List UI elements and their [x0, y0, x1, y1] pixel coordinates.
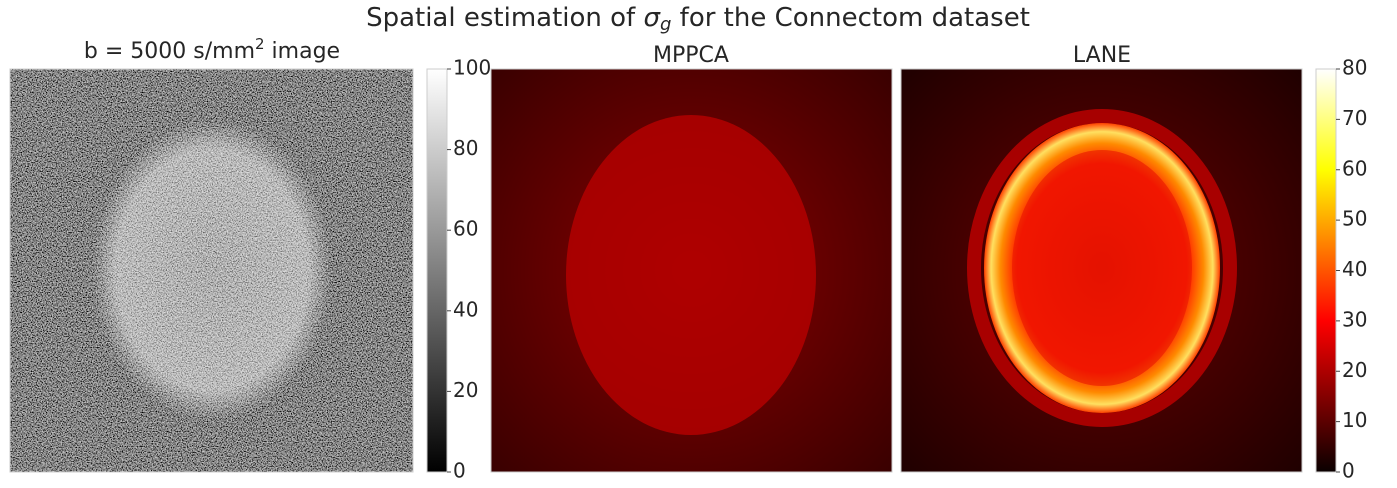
- colorbar-tick-label: 30: [1342, 307, 1367, 331]
- colorbar-tick-label: 50: [1342, 207, 1367, 231]
- image-skull: [967, 109, 1237, 427]
- colorbar-tick-label: 10: [1342, 408, 1367, 432]
- image-frame: [9, 68, 414, 473]
- image-brain: [566, 115, 816, 435]
- colorbar-tick-label: 80: [1342, 56, 1367, 80]
- title-part: 2: [255, 35, 265, 53]
- colorbar: [1315, 68, 1337, 473]
- image-brain: [92, 120, 332, 420]
- colorbar-tick-label: 20: [453, 378, 478, 402]
- panel-title: LANE: [1073, 43, 1131, 68]
- colorbar: [426, 68, 448, 473]
- image-interior: [1012, 150, 1192, 386]
- colorbar-tick-label: 80: [453, 136, 478, 160]
- colorbar-tick-label: 0: [1342, 459, 1355, 483]
- colorbar-tick-label: 60: [453, 217, 478, 241]
- title-part: g: [660, 14, 671, 35]
- panel-lane: LANE: [900, 43, 1303, 473]
- title-part: for the Connectom dataset: [671, 3, 1030, 33]
- colorbar-tick-label: 40: [453, 297, 478, 321]
- figure-title: Spatial estimation of σg for the Connect…: [366, 3, 1030, 36]
- panel-b5000: b = 5000 s/mm2 image: [9, 35, 414, 473]
- colorbar-tick-label: 0: [453, 459, 466, 483]
- title-part: image: [265, 39, 341, 64]
- colorbar-tick-label: 100: [453, 56, 491, 80]
- panel-mppca: MPPCA: [490, 43, 893, 473]
- title-part: b = 5000 s/mm: [84, 39, 255, 64]
- panel-title: b = 5000 s/mm2 image: [84, 35, 340, 65]
- image-frame: [900, 68, 1303, 473]
- colorbar-tick-label: 60: [1342, 156, 1367, 180]
- colorbar-tick-label: 70: [1342, 106, 1367, 130]
- image-frame: [490, 68, 893, 473]
- title-part: Spatial estimation of: [366, 3, 643, 33]
- colorbar-tick-label: 40: [1342, 257, 1367, 281]
- panel-title: MPPCA: [653, 43, 729, 68]
- colorbar-tick-label: 20: [1342, 358, 1367, 382]
- title-part: σ: [643, 3, 661, 33]
